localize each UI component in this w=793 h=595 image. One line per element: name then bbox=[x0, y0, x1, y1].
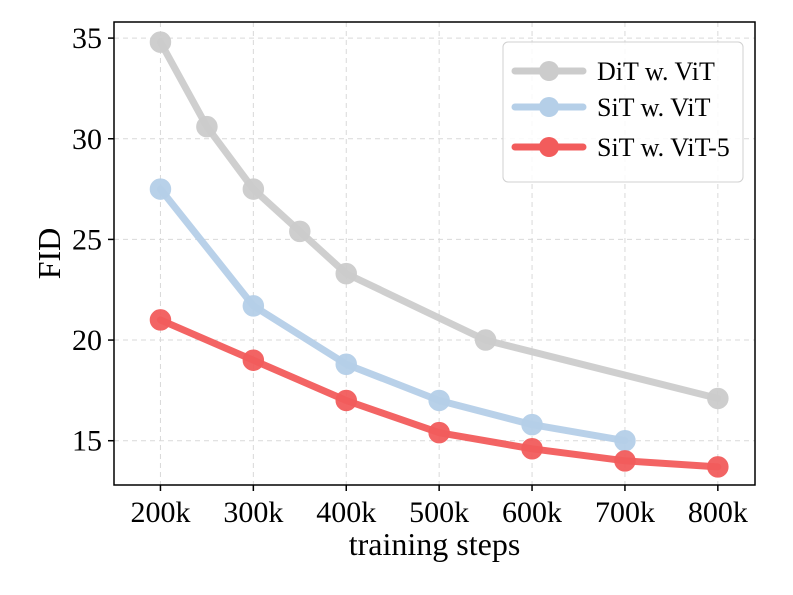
y-axis-ticks: 15 20 25 30 35 bbox=[72, 22, 114, 458]
data-point bbox=[335, 353, 357, 375]
series-2 bbox=[149, 309, 729, 478]
legend: DiT w. ViT SiT w. ViT SiT w. ViT-5 bbox=[502, 41, 744, 183]
data-point bbox=[521, 413, 543, 436]
series-0 bbox=[149, 31, 729, 410]
data-point bbox=[149, 178, 172, 200]
plot-frame bbox=[113, 21, 756, 486]
data-point bbox=[428, 421, 450, 444]
data-point bbox=[614, 429, 636, 452]
y-axis-title: FID bbox=[31, 228, 67, 280]
series-1 bbox=[149, 178, 636, 452]
data-point bbox=[707, 387, 729, 410]
x-tick-label: 700k bbox=[595, 496, 655, 529]
x-tick-label: 200k bbox=[130, 496, 190, 529]
y-tick-label: 20 bbox=[72, 324, 102, 357]
y-tick-label: 15 bbox=[72, 425, 102, 458]
x-tick-label: 300k bbox=[223, 496, 283, 529]
y-tick-label: 25 bbox=[72, 223, 102, 256]
series-line bbox=[156, 185, 629, 445]
data-point bbox=[428, 389, 450, 412]
x-tick-label: 800k bbox=[688, 496, 748, 529]
legend-swatch-marker-2 bbox=[539, 137, 559, 157]
data-point bbox=[707, 456, 729, 478]
data-point bbox=[335, 262, 357, 285]
series-lines bbox=[149, 31, 729, 478]
data-point bbox=[149, 31, 172, 53]
x-tick-label: 600k bbox=[502, 496, 562, 529]
x-axis-ticks: 200k 300k 400k 500k 600k 700k 800k bbox=[130, 485, 748, 529]
legend-swatch-marker-1 bbox=[539, 97, 559, 117]
data-point bbox=[242, 295, 265, 317]
legend-label-sit-vit: SiT w. ViT bbox=[597, 93, 711, 122]
data-point bbox=[242, 178, 265, 200]
data-point bbox=[614, 450, 636, 472]
legend-label-sit-vit-5: SiT w. ViT-5 bbox=[597, 133, 730, 162]
y-tick-label: 35 bbox=[72, 22, 102, 55]
data-point bbox=[521, 438, 543, 460]
legend-swatch-marker-0 bbox=[539, 61, 559, 81]
data-point bbox=[196, 115, 218, 138]
data-point bbox=[289, 220, 311, 243]
data-point bbox=[149, 309, 172, 331]
legend-label-dit-vit: DiT w. ViT bbox=[597, 57, 715, 86]
y-tick-label: 30 bbox=[72, 123, 102, 156]
x-tick-label: 500k bbox=[409, 496, 469, 529]
x-axis-title: training steps bbox=[349, 526, 521, 562]
data-point bbox=[474, 329, 497, 351]
x-tick-label: 400k bbox=[316, 496, 376, 529]
data-point bbox=[335, 389, 357, 412]
data-point bbox=[242, 349, 265, 371]
